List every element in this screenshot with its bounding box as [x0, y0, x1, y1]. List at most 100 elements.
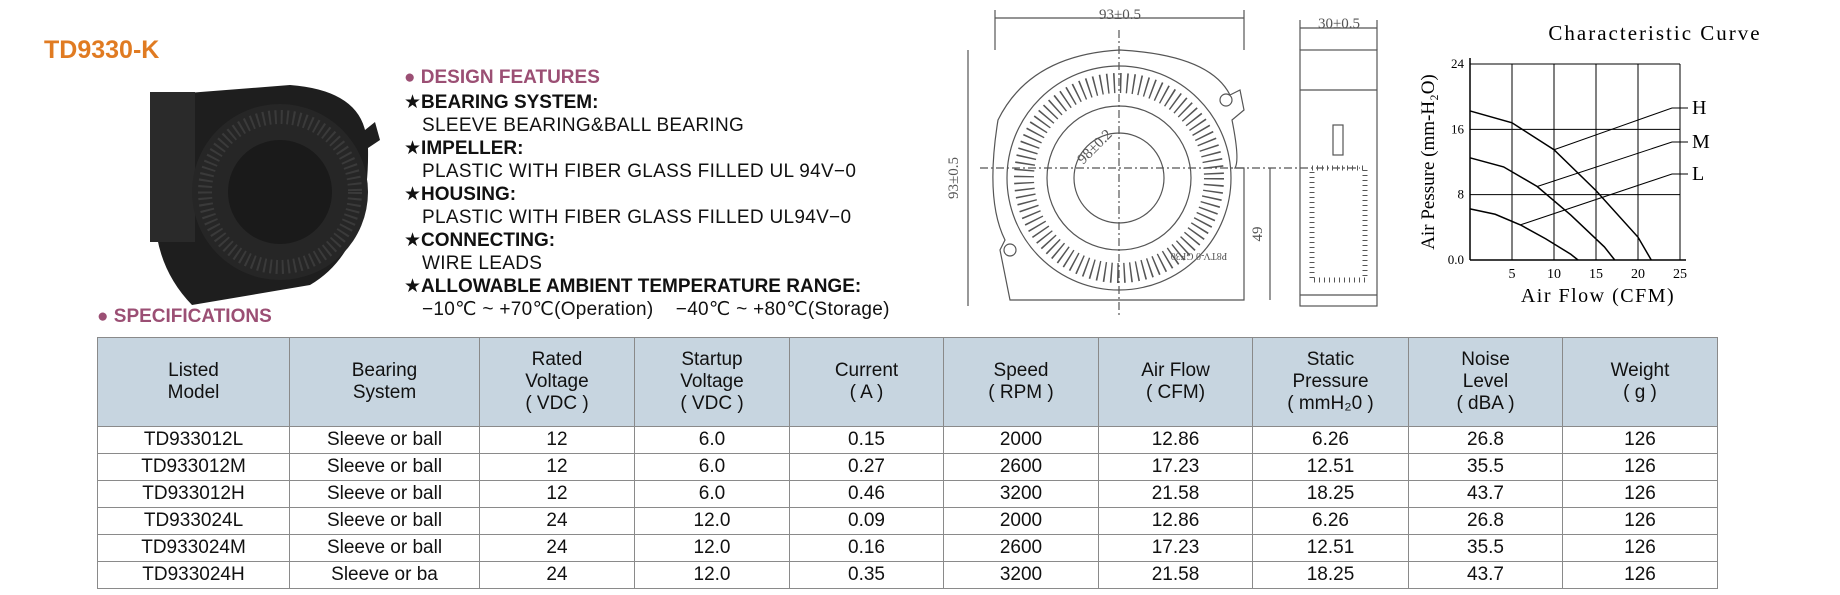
feature-label: HOUSING: [421, 184, 517, 205]
table-cell: 12 [479, 480, 635, 508]
table-row: TD933012L Sleeve or ball 12 6.0 0.15 2000 12.8… [97, 426, 1718, 454]
column-header: Current( A ) [789, 337, 944, 427]
feature-label-line: ★ALLOWABLE AMBIENT TEMPERATURE RANGE: [404, 276, 862, 297]
table-cell: Sleeve or ball [289, 480, 480, 508]
feature-label-line: ★BEARING SYSTEM: [404, 92, 599, 113]
column-header-line: ( g ) [1623, 382, 1657, 403]
x-tick-label: 20 [1631, 267, 1645, 282]
table-cell: 12.86 [1098, 507, 1253, 535]
column-header-line: ( RPM ) [988, 382, 1054, 403]
table-cell: Sleeve or ba [289, 561, 480, 589]
column-header: Speed( RPM ) [943, 337, 1099, 427]
column-header: Noise Level( dBA ) [1408, 337, 1563, 427]
curve-name: L [1692, 163, 1704, 185]
table-cell: 2000 [943, 426, 1099, 454]
table-cell: 26.8 [1408, 426, 1563, 454]
table-cell: 24 [479, 507, 635, 535]
table-cell: 2000 [943, 507, 1099, 535]
table-cell: TD933012L [97, 426, 290, 454]
y-tick-label: 8 [1458, 187, 1465, 202]
table-row: TD933024H Sleeve or ba 24 12.0 0.35 3200 21.58… [97, 561, 1718, 589]
section-heading-text: SPECIFICATIONS [113, 306, 272, 327]
product-title: TD9330-K [44, 36, 160, 64]
dimension-drawing: 93±0.5 93±0.5 98±0.2 49 P8TV-0 GF30 30±0… [946, 7, 1378, 315]
x-tick-label: 15 [1589, 267, 1603, 282]
curve-line [1469, 110, 1652, 261]
table-cell: TD933012M [97, 453, 290, 481]
section-heading-text: DESIGN FEATURES [420, 67, 600, 88]
column-header-line: Bearing [351, 360, 418, 381]
leader-line [1520, 173, 1688, 226]
table-cell: 6.0 [634, 453, 790, 481]
y-tick-label: 16 [1451, 121, 1465, 136]
table-cell: 12.0 [634, 507, 790, 535]
feature-label: BEARING SYSTEM: [421, 92, 599, 113]
table-cell: 24 [479, 561, 635, 589]
table-cell: 12 [479, 426, 635, 454]
column-header-line: Model [167, 382, 220, 403]
column-header-line: System [352, 382, 417, 403]
table-cell: 126 [1562, 561, 1718, 589]
table-cell: 3200 [943, 480, 1099, 508]
column-header-line: Listed [168, 360, 219, 381]
column-header-line: Speed [993, 360, 1049, 381]
table-cell: 18.25 [1252, 480, 1409, 508]
y-axis-label: Air Pessure (mm-H₂O) [1418, 74, 1439, 249]
table-cell: 12 [479, 453, 635, 481]
feature-label-line: ★CONNECTING: [404, 230, 556, 251]
table-cell: 17.23 [1098, 453, 1253, 481]
leader-line [1553, 107, 1688, 151]
table-cell: 3200 [943, 561, 1099, 589]
feature-label: ALLOWABLE AMBIENT TEMPERATURE RANGE: [421, 276, 862, 297]
table-cell: 18.25 [1252, 561, 1409, 589]
column-header-line: Voltage [525, 371, 589, 392]
leader-line [1537, 141, 1688, 187]
feature-list: ★BEARING SYSTEM: SLEEVE BEARING&BALL BEAR… [404, 91, 890, 321]
column-header-line: ( VDC ) [525, 393, 589, 414]
column-header: Bearing System [289, 337, 480, 427]
feature-text: PLASTIC WITH FIBER GLASS FILLED UL 94V−0 [422, 161, 857, 182]
column-header-line: Current [834, 360, 899, 381]
table-cell: 35.5 [1408, 534, 1563, 562]
column-header-line: Noise [1461, 349, 1510, 370]
table-cell: 126 [1562, 507, 1718, 535]
curve-name: M [1692, 131, 1710, 153]
table-cell: 0.46 [789, 480, 944, 508]
column-header-line: Weight [1610, 360, 1670, 381]
table-cell: 21.58 [1098, 561, 1253, 589]
table-cell: 6.26 [1252, 507, 1409, 535]
feature-text: SLEEVE BEARING&BALL BEARING [422, 115, 745, 136]
curve-line [1469, 157, 1616, 261]
header-row: Listed Model Bearing System Rated Voltage( VD… [97, 337, 1718, 427]
table-cell: TD933012H [97, 480, 290, 508]
part-marking: P8TV-0 GF30 [1171, 250, 1228, 261]
table-cell: 2600 [943, 453, 1099, 481]
feature-label: IMPELLER: [421, 138, 524, 159]
feature-label-line: ★HOUSING: [404, 184, 517, 205]
dimension-label: 30±0.5 [1318, 16, 1360, 32]
x-tick-label: 25 [1673, 267, 1687, 282]
table-cell: Sleeve or ball [289, 534, 480, 562]
feature-label: CONNECTING: [421, 230, 556, 251]
table-cell: 0.15 [789, 426, 944, 454]
column-header-line: ( CFM) [1145, 382, 1206, 403]
feature-label-line: ★IMPELLER: [404, 138, 524, 159]
table-row: TD933024M Sleeve or ball 24 12.0 0.16 2600 17.… [97, 534, 1718, 562]
section-heading: ● SPECIFICATIONS [97, 306, 272, 327]
table-cell: 17.23 [1098, 534, 1253, 562]
section-heading: ● DESIGN FEATURES [404, 67, 600, 88]
table-cell: 0.16 [789, 534, 944, 562]
table-cell: Sleeve or ball [289, 507, 480, 535]
y-tick-label: 0.0 [1448, 252, 1464, 267]
table-cell: 12.51 [1252, 453, 1409, 481]
table-cell: 6.0 [634, 426, 790, 454]
dimension-label: 98±0.2 [1075, 127, 1116, 168]
column-header-line: Air Flow [1141, 360, 1210, 381]
column-header-line: ( A ) [849, 382, 884, 403]
fan-photo [150, 85, 380, 305]
table-cell: 43.7 [1408, 480, 1563, 508]
table-cell: 126 [1562, 534, 1718, 562]
table-cell: 12.0 [634, 534, 790, 562]
column-header: Startup Voltage( VDC ) [634, 337, 790, 427]
column-header: Listed Model [97, 337, 290, 427]
